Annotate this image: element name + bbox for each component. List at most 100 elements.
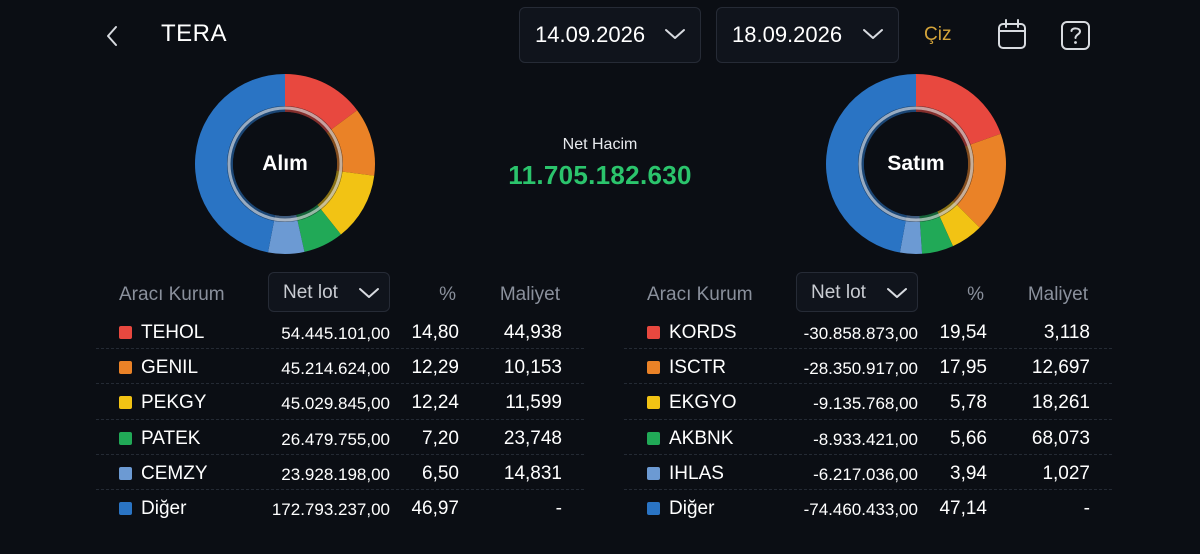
donut-slice-rim xyxy=(326,129,343,172)
donut-hole xyxy=(864,112,968,216)
table-row[interactable]: GENIL 45.214.624,00 12,29 10,153 xyxy=(96,349,584,385)
buy-lot-select[interactable]: Net lot xyxy=(268,272,390,312)
percent: 5,78 xyxy=(950,392,987,414)
sell-lot-select[interactable]: Net lot xyxy=(796,272,918,312)
table-row[interactable]: KORDS -30.858.873,00 19,54 3,118 xyxy=(624,314,1112,350)
cost: 23,748 xyxy=(503,427,562,449)
col-cost: Maliyet xyxy=(1027,284,1088,305)
legend-swatch xyxy=(647,466,660,480)
table-row[interactable]: IHLAS -6.217.036,00 3,94 1,027 xyxy=(624,455,1112,490)
table-row[interactable]: EKGYO -9.135.768,00 5,78 18,261 xyxy=(624,384,1112,420)
donut-slice xyxy=(826,74,916,253)
col-broker: Aracı Kurum xyxy=(647,284,753,305)
broker-name: CEMZY xyxy=(141,462,208,484)
donut-slice-rim xyxy=(857,106,916,222)
sell-donut-label: Satım xyxy=(887,152,945,175)
broker-name: TEHOL xyxy=(141,322,205,343)
cost: 44,938 xyxy=(503,322,562,343)
sell-donut-svg xyxy=(826,74,1006,254)
donut-slice xyxy=(297,209,341,252)
buy-lot-select-value: Net lot xyxy=(283,282,338,303)
broker-name: Diğer xyxy=(669,497,715,519)
cost: 14,831 xyxy=(503,462,562,484)
end-date-select[interactable]: 18.09.2026 xyxy=(716,7,899,63)
legend-swatch xyxy=(647,361,660,375)
chevron-down-icon xyxy=(887,288,907,298)
buy-donut-svg xyxy=(195,74,375,254)
donut-slice-rim xyxy=(317,170,343,210)
table-row[interactable]: AKBNK -8.933.421,00 5,66 68,073 xyxy=(624,420,1112,455)
donut-slice xyxy=(195,74,285,253)
start-date-select[interactable]: 14.09.2026 xyxy=(519,7,701,63)
col-percent: % xyxy=(439,284,456,305)
donut-slice xyxy=(321,171,375,235)
legend-swatch xyxy=(647,326,660,339)
broker-name: KORDS xyxy=(669,322,737,343)
percent: 19,54 xyxy=(939,322,987,343)
donut-slice xyxy=(267,220,305,254)
draw-button[interactable]: Çiz xyxy=(924,24,952,45)
donut-slice xyxy=(919,216,953,254)
table-row[interactable]: Diğer -74.460.433,00 47,14 - xyxy=(624,490,1112,525)
col-broker: Aracı Kurum xyxy=(119,284,225,305)
net-volume-value: 11.705.182.630 xyxy=(508,160,692,190)
net-lot: 54.445.101,00 xyxy=(281,324,390,343)
calendar-button[interactable] xyxy=(995,17,1029,53)
table-row[interactable]: TEHOL 54.445.101,00 14,80 44,938 xyxy=(96,314,584,350)
buy-table-body: TEHOL 54.445.101,00 14,80 44,938 GENIL 45.214… xyxy=(96,314,584,525)
chevron-down-icon xyxy=(665,29,685,39)
broker-name: ISCTR xyxy=(669,357,726,379)
page-title: TERA xyxy=(161,20,228,47)
table-row[interactable]: ISCTR -28.350.917,00 17,95 12,697 xyxy=(624,349,1112,385)
back-button[interactable] xyxy=(96,18,128,54)
cost: 68,073 xyxy=(1031,427,1090,449)
net-lot: -30.858.873,00 xyxy=(803,324,918,343)
donut-slice xyxy=(939,204,980,247)
donut-slice xyxy=(331,110,375,176)
calendar-icon xyxy=(998,19,1026,49)
chevron-down-icon xyxy=(359,288,379,298)
donut-slice xyxy=(916,74,1001,145)
percent: 47,14 xyxy=(939,497,987,519)
donut-slice-rim xyxy=(952,144,974,205)
percent: 6,50 xyxy=(422,462,459,484)
percent: 7,20 xyxy=(422,427,459,449)
donut-slice xyxy=(285,74,358,130)
percent: 12,24 xyxy=(411,392,459,414)
col-percent: % xyxy=(967,284,984,305)
broker-name: PATEK xyxy=(141,427,201,449)
sell-table-header: Aracı Kurum Net lot % Maliyet xyxy=(624,272,1112,314)
legend-swatch xyxy=(647,501,660,515)
help-button[interactable] xyxy=(1059,17,1093,53)
percent: 14,80 xyxy=(411,322,459,343)
table-row[interactable]: CEMZY 23.928.198,00 6,50 14,831 xyxy=(96,455,584,490)
net-volume-label: Net Hacim xyxy=(562,136,638,153)
percent: 46,97 xyxy=(411,497,459,519)
percent: 17,95 xyxy=(939,357,987,379)
buy-donut-chart: Alım xyxy=(194,73,376,255)
table-row[interactable]: PEKGY 45.029.845,00 12,24 11,599 xyxy=(96,384,584,420)
start-date-value: 14.09.2026 xyxy=(535,22,646,47)
net-lot: 45.029.845,00 xyxy=(281,394,390,414)
net-lot: 26.479.755,00 xyxy=(281,429,390,449)
cost: - xyxy=(1083,497,1090,519)
legend-swatch xyxy=(119,326,132,339)
table-row[interactable]: Diğer 172.793.237,00 46,97 - xyxy=(96,490,584,525)
donut-slice xyxy=(899,221,923,254)
net-lot: -8.933.421,00 xyxy=(813,429,918,449)
table-row[interactable]: PATEK 26.479.755,00 7,20 23,748 xyxy=(96,420,584,455)
legend-swatch xyxy=(647,431,660,445)
net-lot: 172.793.237,00 xyxy=(271,499,390,519)
net-lot: -28.350.917,00 xyxy=(803,359,918,379)
broker-name: IHLAS xyxy=(669,462,724,484)
cost: 1,027 xyxy=(1042,462,1090,484)
chevron-left-icon xyxy=(107,26,117,46)
net-lot: 23.928.198,00 xyxy=(281,464,390,484)
donut-slice-rim xyxy=(226,106,285,221)
net-lot: -9.135.768,00 xyxy=(813,394,918,414)
cost: 11,599 xyxy=(505,392,562,414)
broker-name: GENIL xyxy=(141,357,199,379)
sell-lot-select-value: Net lot xyxy=(811,282,866,303)
percent: 12,29 xyxy=(411,357,459,379)
legend-swatch xyxy=(647,396,660,410)
